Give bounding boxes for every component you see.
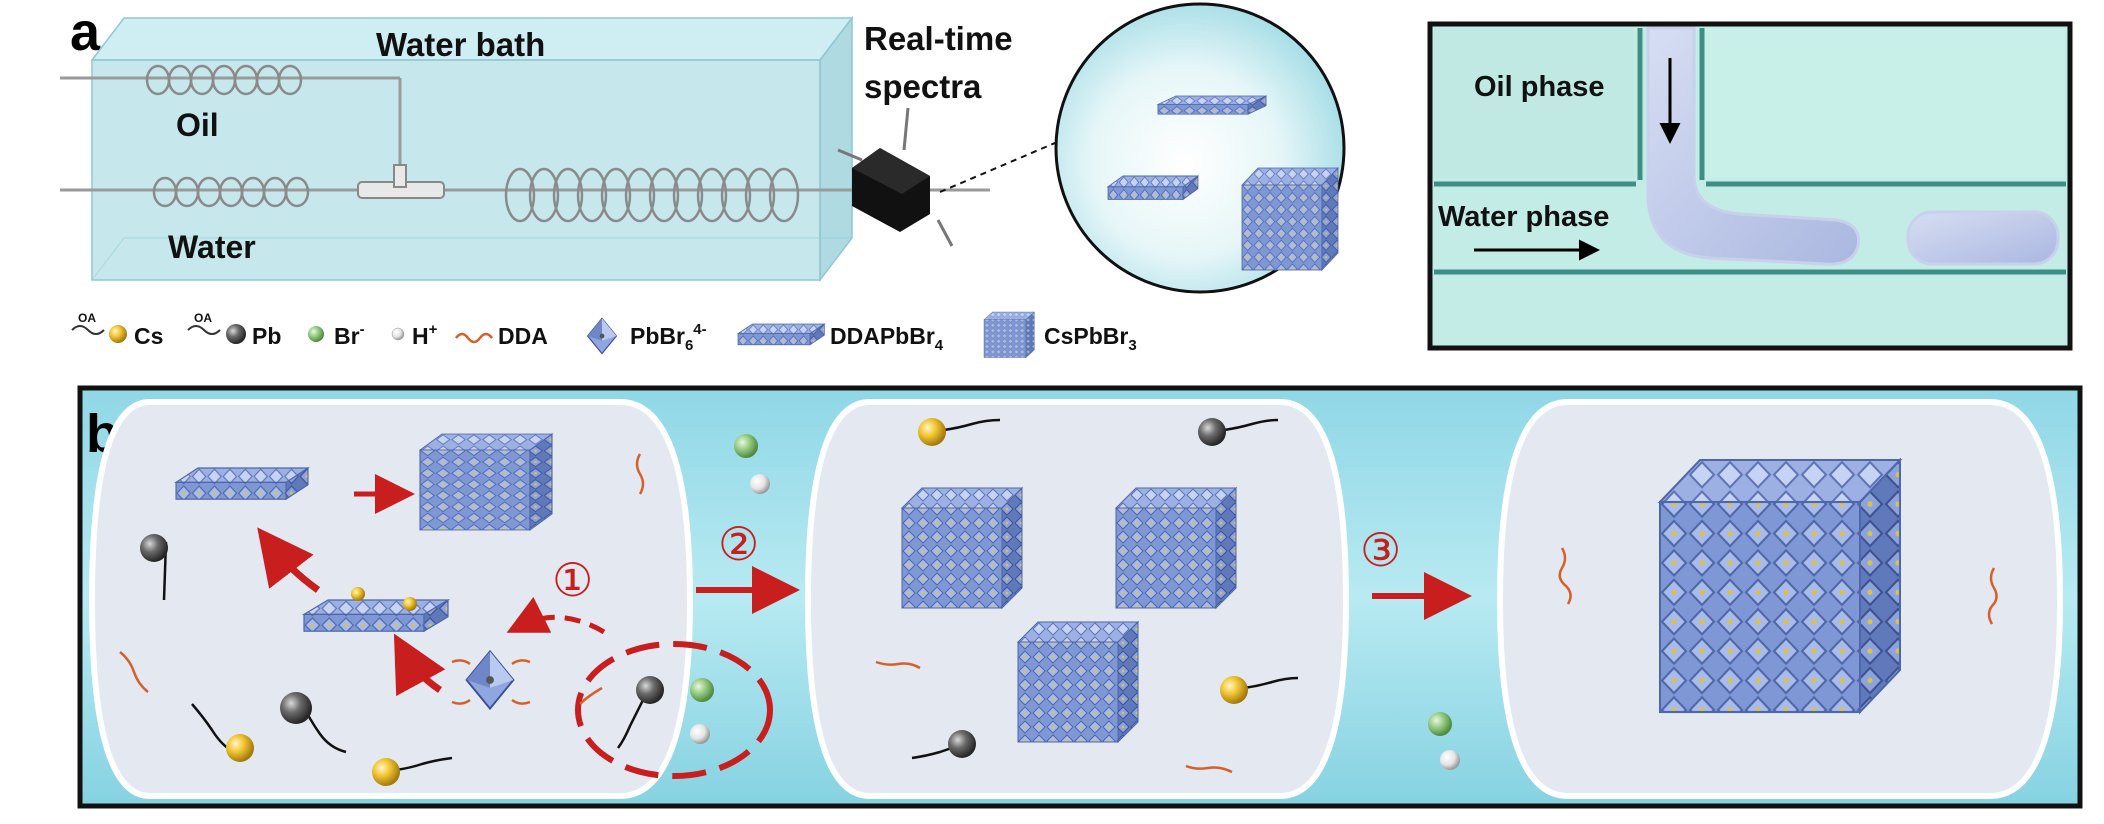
panel-a-inset: Oil phase Water phase bbox=[1427, 21, 2073, 351]
legend: OA Cs OA Pb Br- H+ DDA PbBr bbox=[71, 311, 1137, 358]
step-3-label: ③ bbox=[1360, 523, 1401, 577]
spectra-flow-cell bbox=[837, 107, 954, 247]
svg-text:OA: OA bbox=[194, 311, 212, 325]
oil-preheat-coil bbox=[145, 64, 303, 96]
water-phase-label: Water phase bbox=[1438, 201, 1609, 233]
step-2-label: ② bbox=[718, 517, 759, 571]
panel-a: a Water bath bbox=[60, 2, 1346, 294]
droplet-stage-2 bbox=[804, 399, 1350, 799]
droplet-stage-1: ① bbox=[88, 399, 773, 799]
legend-item-h: H+ bbox=[391, 321, 438, 349]
zoom-callout-line bbox=[939, 139, 1063, 193]
nanosheet-icon bbox=[737, 323, 825, 346]
spectra-label-line2: spectra bbox=[864, 68, 982, 105]
water-bath-label: Water bath bbox=[376, 26, 545, 63]
legend-item-pb: OA Pb bbox=[187, 311, 281, 349]
step-1-label: ① bbox=[552, 553, 593, 607]
water-label: Water bbox=[168, 229, 256, 265]
nanocube-icon bbox=[983, 311, 1035, 358]
legend-item-cs: OA Cs bbox=[71, 311, 163, 349]
proton-sphere-icon bbox=[391, 327, 405, 341]
panel-a-letter: a bbox=[70, 2, 101, 62]
svg-text:H+: H+ bbox=[412, 321, 438, 349]
svg-text:PbBr64-: PbBr64- bbox=[630, 321, 707, 354]
octahedron-icon bbox=[586, 317, 618, 355]
dda-chain-icon bbox=[455, 332, 493, 344]
svg-text:Cs: Cs bbox=[134, 323, 163, 349]
oil-phase-label: Oil phase bbox=[1474, 71, 1605, 103]
legend-item-pbbr6: PbBr64- bbox=[586, 317, 707, 355]
water-preheat-coil bbox=[152, 176, 310, 208]
oil-droplet bbox=[1906, 210, 2060, 266]
bromide-sphere-icon bbox=[308, 326, 324, 342]
svg-text:OA: OA bbox=[78, 311, 96, 325]
panel-b: b bbox=[77, 385, 2083, 809]
svg-text:CsPbBr3: CsPbBr3 bbox=[1044, 323, 1137, 354]
svg-text:Pb: Pb bbox=[252, 323, 281, 349]
legend-item-dda: DDA bbox=[455, 323, 548, 349]
svg-text:DDA: DDA bbox=[498, 323, 548, 349]
legend-item-ddapbbr4: DDAPbBr4 bbox=[737, 323, 944, 354]
spectra-label-line1: Real-time bbox=[864, 20, 1013, 57]
reaction-coil bbox=[504, 167, 800, 223]
legend-item-cspbbr3: CsPbBr3 bbox=[983, 311, 1137, 358]
oleate-cs-icon bbox=[109, 325, 127, 343]
oil-stream bbox=[1646, 26, 1861, 266]
water-bath-tank bbox=[90, 15, 854, 283]
oil-label: Oil bbox=[176, 107, 219, 143]
zoom-circle bbox=[1054, 2, 1346, 294]
droplet-stage-3 bbox=[1496, 399, 2064, 799]
svg-text:DDAPbBr4: DDAPbBr4 bbox=[830, 323, 944, 354]
legend-item-br: Br- bbox=[308, 321, 365, 349]
svg-text:Br-: Br- bbox=[334, 321, 365, 349]
precursor-highlight bbox=[575, 641, 773, 779]
oleate-pb-icon bbox=[226, 324, 246, 344]
